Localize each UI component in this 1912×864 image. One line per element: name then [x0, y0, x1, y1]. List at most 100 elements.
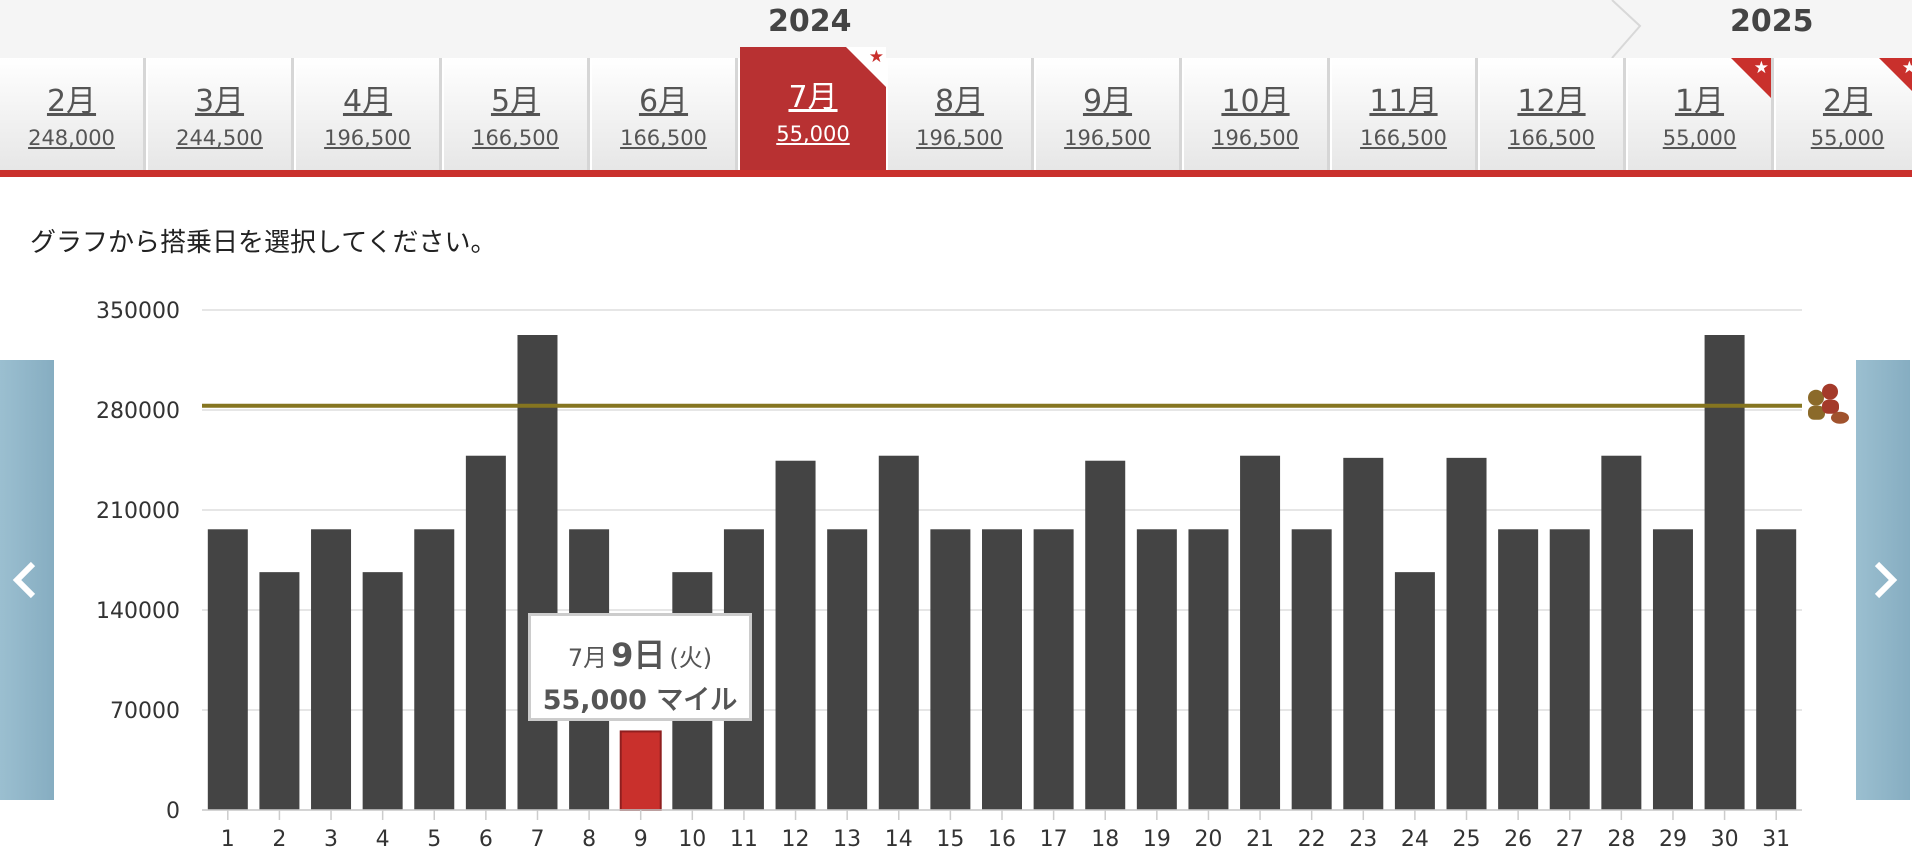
x-tick-label: 19: [1143, 827, 1171, 852]
month-tab-price: 166,500: [1360, 126, 1447, 150]
chart-bar[interactable]: [982, 529, 1022, 810]
month-tab[interactable]: 5月 166,500: [444, 58, 590, 172]
chart-bar[interactable]: [1343, 457, 1384, 810]
chart-bar[interactable]: [1033, 529, 1074, 810]
month-tab-price: 166,500: [1508, 126, 1595, 150]
chart-bar[interactable]: [1136, 529, 1177, 810]
chart-bar[interactable]: [1240, 455, 1281, 810]
x-tick-label: 2: [272, 827, 286, 852]
month-tab-label: 9月: [1082, 84, 1133, 119]
chart-bar[interactable]: [1085, 460, 1126, 810]
chart-bar[interactable]: [1291, 529, 1332, 810]
star-icon: ★: [1753, 58, 1769, 78]
chevron-left-icon: [12, 561, 36, 599]
x-tick-label: 21: [1246, 827, 1274, 852]
chart-bar[interactable]: [311, 529, 352, 810]
tabs-underline: [0, 170, 1912, 177]
chart-bar[interactable]: [775, 460, 816, 810]
month-tab[interactable]: 12月 166,500: [1480, 58, 1626, 172]
x-tick-label: 25: [1453, 827, 1481, 852]
tooltip-miles: 55,000 マイル: [542, 685, 738, 716]
chevron-right-icon: [1874, 561, 1898, 599]
month-tabs: 2月 248,000 3月 244,500 4月 196,500 5月 166,500 6月 16…: [0, 47, 1912, 172]
month-tab-label: 2月: [46, 84, 97, 119]
chart-bar[interactable]: [1188, 529, 1229, 810]
chart-bar[interactable]: [1549, 529, 1590, 810]
chart-bar[interactable]: [878, 455, 919, 810]
chart-bar[interactable]: [1498, 529, 1539, 810]
chart-bar[interactable]: [1652, 529, 1693, 810]
x-tick-label: 22: [1298, 827, 1326, 852]
month-tab[interactable]: 4月 196,500: [296, 58, 442, 172]
x-tick-label: 27: [1556, 827, 1584, 852]
year-label-current: 2024: [768, 4, 852, 39]
month-tab-price: 166,500: [620, 126, 707, 150]
y-tick-label: 70000: [110, 699, 180, 724]
instruction-text: グラフから搭乗日を選択してください。: [30, 228, 497, 258]
month-tab-price: 248,000: [28, 126, 115, 150]
chart-bar[interactable]: [362, 572, 403, 810]
month-tab-price: 55,000: [776, 122, 850, 146]
month-tab-label: 7月: [788, 80, 838, 115]
month-tab-price: 244,500: [176, 126, 263, 150]
month-tab[interactable]: 1月 55,000 ★: [1628, 58, 1774, 172]
chart-bar[interactable]: [1756, 529, 1797, 810]
month-tab-label: 4月: [342, 84, 393, 119]
tooltip-day: 9日: [611, 636, 666, 674]
x-tick-label: 16: [988, 827, 1016, 852]
month-tab[interactable]: 11月 166,500: [1332, 58, 1478, 172]
y-tick-label: 350000: [96, 299, 180, 324]
y-tick-label: 280000: [96, 399, 180, 424]
month-tab-label: 8月: [934, 84, 985, 119]
x-tick-label: 10: [678, 827, 706, 852]
chart-bar[interactable]: [827, 529, 868, 810]
month-tab-price: 196,500: [1212, 126, 1299, 150]
x-tick-label: 9: [634, 827, 648, 852]
month-tab-price: 196,500: [1064, 126, 1151, 150]
x-tick-label: 30: [1711, 827, 1739, 852]
chart-bar[interactable]: [517, 335, 558, 810]
chart-bar[interactable]: [414, 529, 455, 810]
chart-bar[interactable]: [1394, 572, 1435, 810]
chart-bar[interactable]: [1704, 335, 1745, 810]
month-tab[interactable]: 7月 55,000 ★: [740, 47, 886, 172]
month-tab[interactable]: 6月 166,500: [592, 58, 738, 172]
month-tab-price: 55,000: [1810, 126, 1885, 150]
month-tab-label: 11月: [1369, 84, 1438, 119]
month-tab-price: 55,000: [1662, 126, 1737, 150]
month-tab[interactable]: 10月 196,500: [1184, 58, 1330, 172]
x-tick-label: 4: [376, 827, 390, 852]
month-tab[interactable]: 8月 196,500: [888, 58, 1034, 172]
tooltip-weekday: (火): [669, 644, 713, 672]
chart-bar[interactable]: [619, 730, 662, 811]
month-tab-label: 2月: [1822, 84, 1873, 119]
month-tab[interactable]: 2月 55,000 ★: [1776, 58, 1912, 172]
month-tab[interactable]: 3月 244,500: [148, 58, 294, 172]
chart-bar[interactable]: [1446, 457, 1487, 810]
next-button[interactable]: [1856, 360, 1910, 800]
x-tick-label: 17: [1040, 827, 1068, 852]
x-tick-label: 7: [530, 827, 544, 852]
chart-bar[interactable]: [1601, 455, 1642, 810]
x-tick-label: 1: [221, 827, 235, 852]
chart-bar[interactable]: [930, 529, 971, 810]
month-tab-price: 196,500: [324, 126, 411, 150]
prev-button[interactable]: [0, 360, 54, 800]
chart-bar[interactable]: [465, 455, 506, 810]
star-icon: ★: [1902, 58, 1912, 78]
x-tick-label: 12: [782, 827, 810, 852]
chart-bar[interactable]: [207, 529, 248, 810]
month-tab[interactable]: 2月 248,000: [0, 58, 146, 172]
chart-bar[interactable]: [259, 572, 300, 810]
month-tab[interactable]: 9月 196,500: [1036, 58, 1182, 172]
x-tick-label: 14: [885, 827, 913, 852]
people-icon: [1808, 383, 1849, 424]
month-tab-label: 5月: [490, 84, 541, 119]
x-tick-label: 5: [427, 827, 441, 852]
star-icon: ★: [868, 47, 884, 67]
year-divider-arrow: [1611, 0, 1642, 58]
corner-ribbon: [1879, 58, 1912, 98]
x-tick-label: 6: [479, 827, 493, 852]
month-tab-label: 3月: [194, 84, 245, 119]
